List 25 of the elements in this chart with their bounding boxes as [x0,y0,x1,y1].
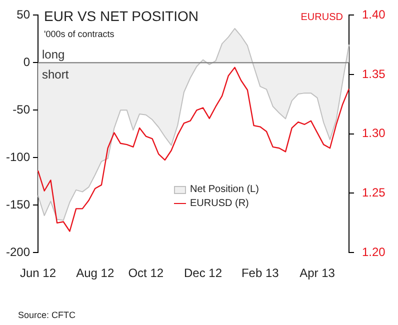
legend-label: EURUSD (R) [190,198,249,210]
y-tick-label: 0 [23,54,30,69]
text: '000s of contracts [44,29,115,40]
x-tick-label: Feb 13 [241,266,280,280]
x-tick-label: Dec 12 [184,266,222,280]
y2-tick-label: 1.35 [362,66,386,81]
x-tick-label: Apr 13 [300,266,336,280]
y-tick-label: -50 [12,102,30,116]
y-tick-label: 50 [16,8,30,22]
y2-tick-label: 1.20 [362,244,386,259]
annotation: short [42,68,70,82]
y2-tick-label: 1.30 [362,126,386,140]
y2-tick-label: 1.40 [362,8,386,22]
y-tick-label: -200 [6,244,30,259]
y2-axis-title: EURUSD [300,12,343,24]
x-tick-label: Oct 12 [128,266,164,280]
y-tick-label: -150 [6,197,30,212]
legend-label: Net Position (L) [190,184,259,196]
source-note: Source: CFTC [18,310,76,320]
x-tick-label: Aug 12 [76,266,114,280]
y-tick-label: -100 [6,150,30,164]
x-tick-label: Jun 12 [20,266,56,280]
annotation: long [42,48,65,62]
y2-tick-label: 1.25 [362,186,386,200]
chart-title: EUR VS NET POSITION [44,8,199,24]
